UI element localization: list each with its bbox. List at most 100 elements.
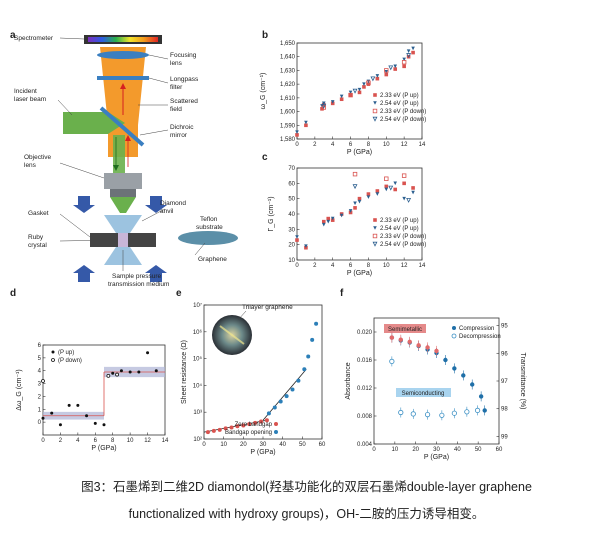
legend-marker bbox=[372, 241, 378, 247]
data-point bbox=[424, 412, 431, 418]
legend-entry: Compression bbox=[459, 326, 494, 332]
data-point bbox=[348, 92, 353, 98]
data-point bbox=[264, 418, 269, 423]
x-tick-label: 2 bbox=[313, 263, 317, 269]
x-tick-label: 30 bbox=[433, 447, 440, 453]
data-point bbox=[357, 87, 362, 92]
y-right-tick-label: 98 bbox=[501, 407, 508, 413]
data-point bbox=[478, 394, 484, 399]
data-point bbox=[362, 82, 366, 86]
data-point bbox=[393, 187, 398, 192]
panel-b-chart: 0 2 4 6 8 10 12 14 1,580 1,590 1,600 1,610 1,620 1,63… bbox=[260, 41, 426, 156]
data-point bbox=[326, 216, 331, 221]
pressure-arrow-bottom-right bbox=[145, 265, 167, 282]
y-axis-label: Δω_G (cm⁻¹) bbox=[16, 369, 23, 410]
data-point bbox=[205, 430, 210, 435]
data-point bbox=[402, 57, 406, 62]
data-point bbox=[154, 369, 158, 373]
inset-leader bbox=[237, 310, 247, 321]
x-tick-label: 4 bbox=[331, 263, 335, 269]
x-tick-label: 40 bbox=[279, 442, 286, 448]
y-tick-label: 40 bbox=[288, 212, 295, 218]
y-tick-label: 4 bbox=[38, 369, 42, 375]
y-tick-label: 50 bbox=[288, 197, 295, 203]
data-point bbox=[247, 422, 252, 427]
data-point bbox=[348, 209, 353, 213]
label-spectrometer: Spectrometer bbox=[14, 35, 54, 42]
y-tick-label: 10⁷ bbox=[193, 302, 202, 309]
data-point bbox=[321, 105, 326, 110]
data-point bbox=[266, 411, 271, 416]
x-tick-label: 60 bbox=[496, 447, 503, 453]
longpass-filter bbox=[97, 76, 149, 80]
y-tick-label: 1,580 bbox=[280, 137, 296, 143]
y-tick-label: 0.008 bbox=[357, 414, 373, 420]
x-tick-label: 10 bbox=[391, 447, 398, 453]
data-point bbox=[384, 184, 389, 189]
label-diamond-2: anvil bbox=[160, 208, 174, 215]
data-point bbox=[115, 372, 119, 377]
legend-entry: 2.54 eV (P down) bbox=[380, 117, 426, 123]
y-tick-label: 1,590 bbox=[280, 123, 296, 129]
data-point bbox=[295, 133, 299, 137]
legend-entry: (P down) bbox=[58, 358, 82, 364]
y-tick-label: 2 bbox=[38, 394, 42, 400]
legend-entry: 2.54 eV (P down) bbox=[380, 242, 426, 248]
data-point bbox=[393, 181, 398, 186]
legend-marker bbox=[51, 350, 55, 354]
data-point bbox=[223, 426, 228, 431]
data-point bbox=[407, 339, 412, 344]
data-point bbox=[384, 176, 389, 181]
data-point bbox=[137, 370, 141, 374]
data-point bbox=[302, 367, 307, 372]
y-tick-label: 30 bbox=[288, 227, 295, 233]
data-point bbox=[366, 195, 371, 199]
x-tick-label: 20 bbox=[412, 447, 419, 453]
y-tick-label: 6 bbox=[38, 343, 42, 349]
data-point bbox=[330, 100, 335, 104]
y-tick-label: 60 bbox=[288, 181, 295, 187]
panel-e-chart: 0 10 20 30 40 50 60 10² 10³ 10⁴ 10⁵ 10⁶ 10⁷ P (GPa) Sh… bbox=[181, 302, 326, 456]
legend-entry: 2.33 eV (P down) bbox=[380, 234, 426, 240]
panel-d-letter: d bbox=[10, 288, 17, 299]
y-right-tick-label: 95 bbox=[501, 324, 508, 330]
legend-marker bbox=[373, 226, 377, 230]
data-point bbox=[451, 410, 457, 416]
data-point bbox=[102, 423, 106, 427]
data-point bbox=[241, 423, 246, 428]
label-dichroic-2: mirror bbox=[170, 132, 188, 139]
data-point bbox=[339, 97, 344, 102]
data-point bbox=[411, 50, 415, 55]
x-tick-label: 6 bbox=[94, 438, 98, 444]
y-tick-label: 10⁵ bbox=[193, 356, 203, 363]
label-incident-2: laser beam bbox=[14, 96, 46, 103]
panel-b-letter: b bbox=[262, 30, 269, 41]
x-tick-label: 0 bbox=[372, 447, 376, 453]
data-point bbox=[398, 337, 403, 342]
inset-highlight bbox=[219, 325, 245, 345]
x-tick-label: 12 bbox=[401, 263, 408, 269]
y-tick-label: 10 bbox=[288, 258, 295, 264]
panel-f-chart: 0 10 20 30 40 50 60 0.004 0.008 0.012 0.016 0.020 P … bbox=[345, 317, 526, 461]
x-tick-label: 10 bbox=[220, 442, 227, 448]
legend-marker bbox=[274, 422, 278, 426]
legend-entry: 2.54 eV (P up) bbox=[380, 101, 419, 107]
data-point bbox=[330, 216, 335, 221]
x-tick-label: 6 bbox=[349, 263, 353, 269]
label-longpass-2: filter bbox=[170, 84, 183, 91]
data-point bbox=[389, 335, 395, 340]
panel-e-letter: e bbox=[176, 288, 182, 299]
focusing-lens bbox=[97, 51, 149, 59]
label-scattered-1: Scattered bbox=[170, 98, 198, 105]
x-tick-label: 0 bbox=[41, 438, 45, 444]
data-point bbox=[411, 46, 415, 51]
data-point bbox=[425, 345, 430, 350]
data-point bbox=[452, 366, 457, 371]
x-tick-label: 10 bbox=[383, 142, 390, 148]
data-point bbox=[306, 354, 311, 359]
x-tick-label: 2 bbox=[313, 142, 317, 148]
legend-entry: 2.54 eV (P up) bbox=[380, 226, 419, 232]
y-axis-label: Γ_G (cm⁻¹) bbox=[268, 196, 275, 231]
label-focusing-2: lens bbox=[170, 60, 183, 67]
